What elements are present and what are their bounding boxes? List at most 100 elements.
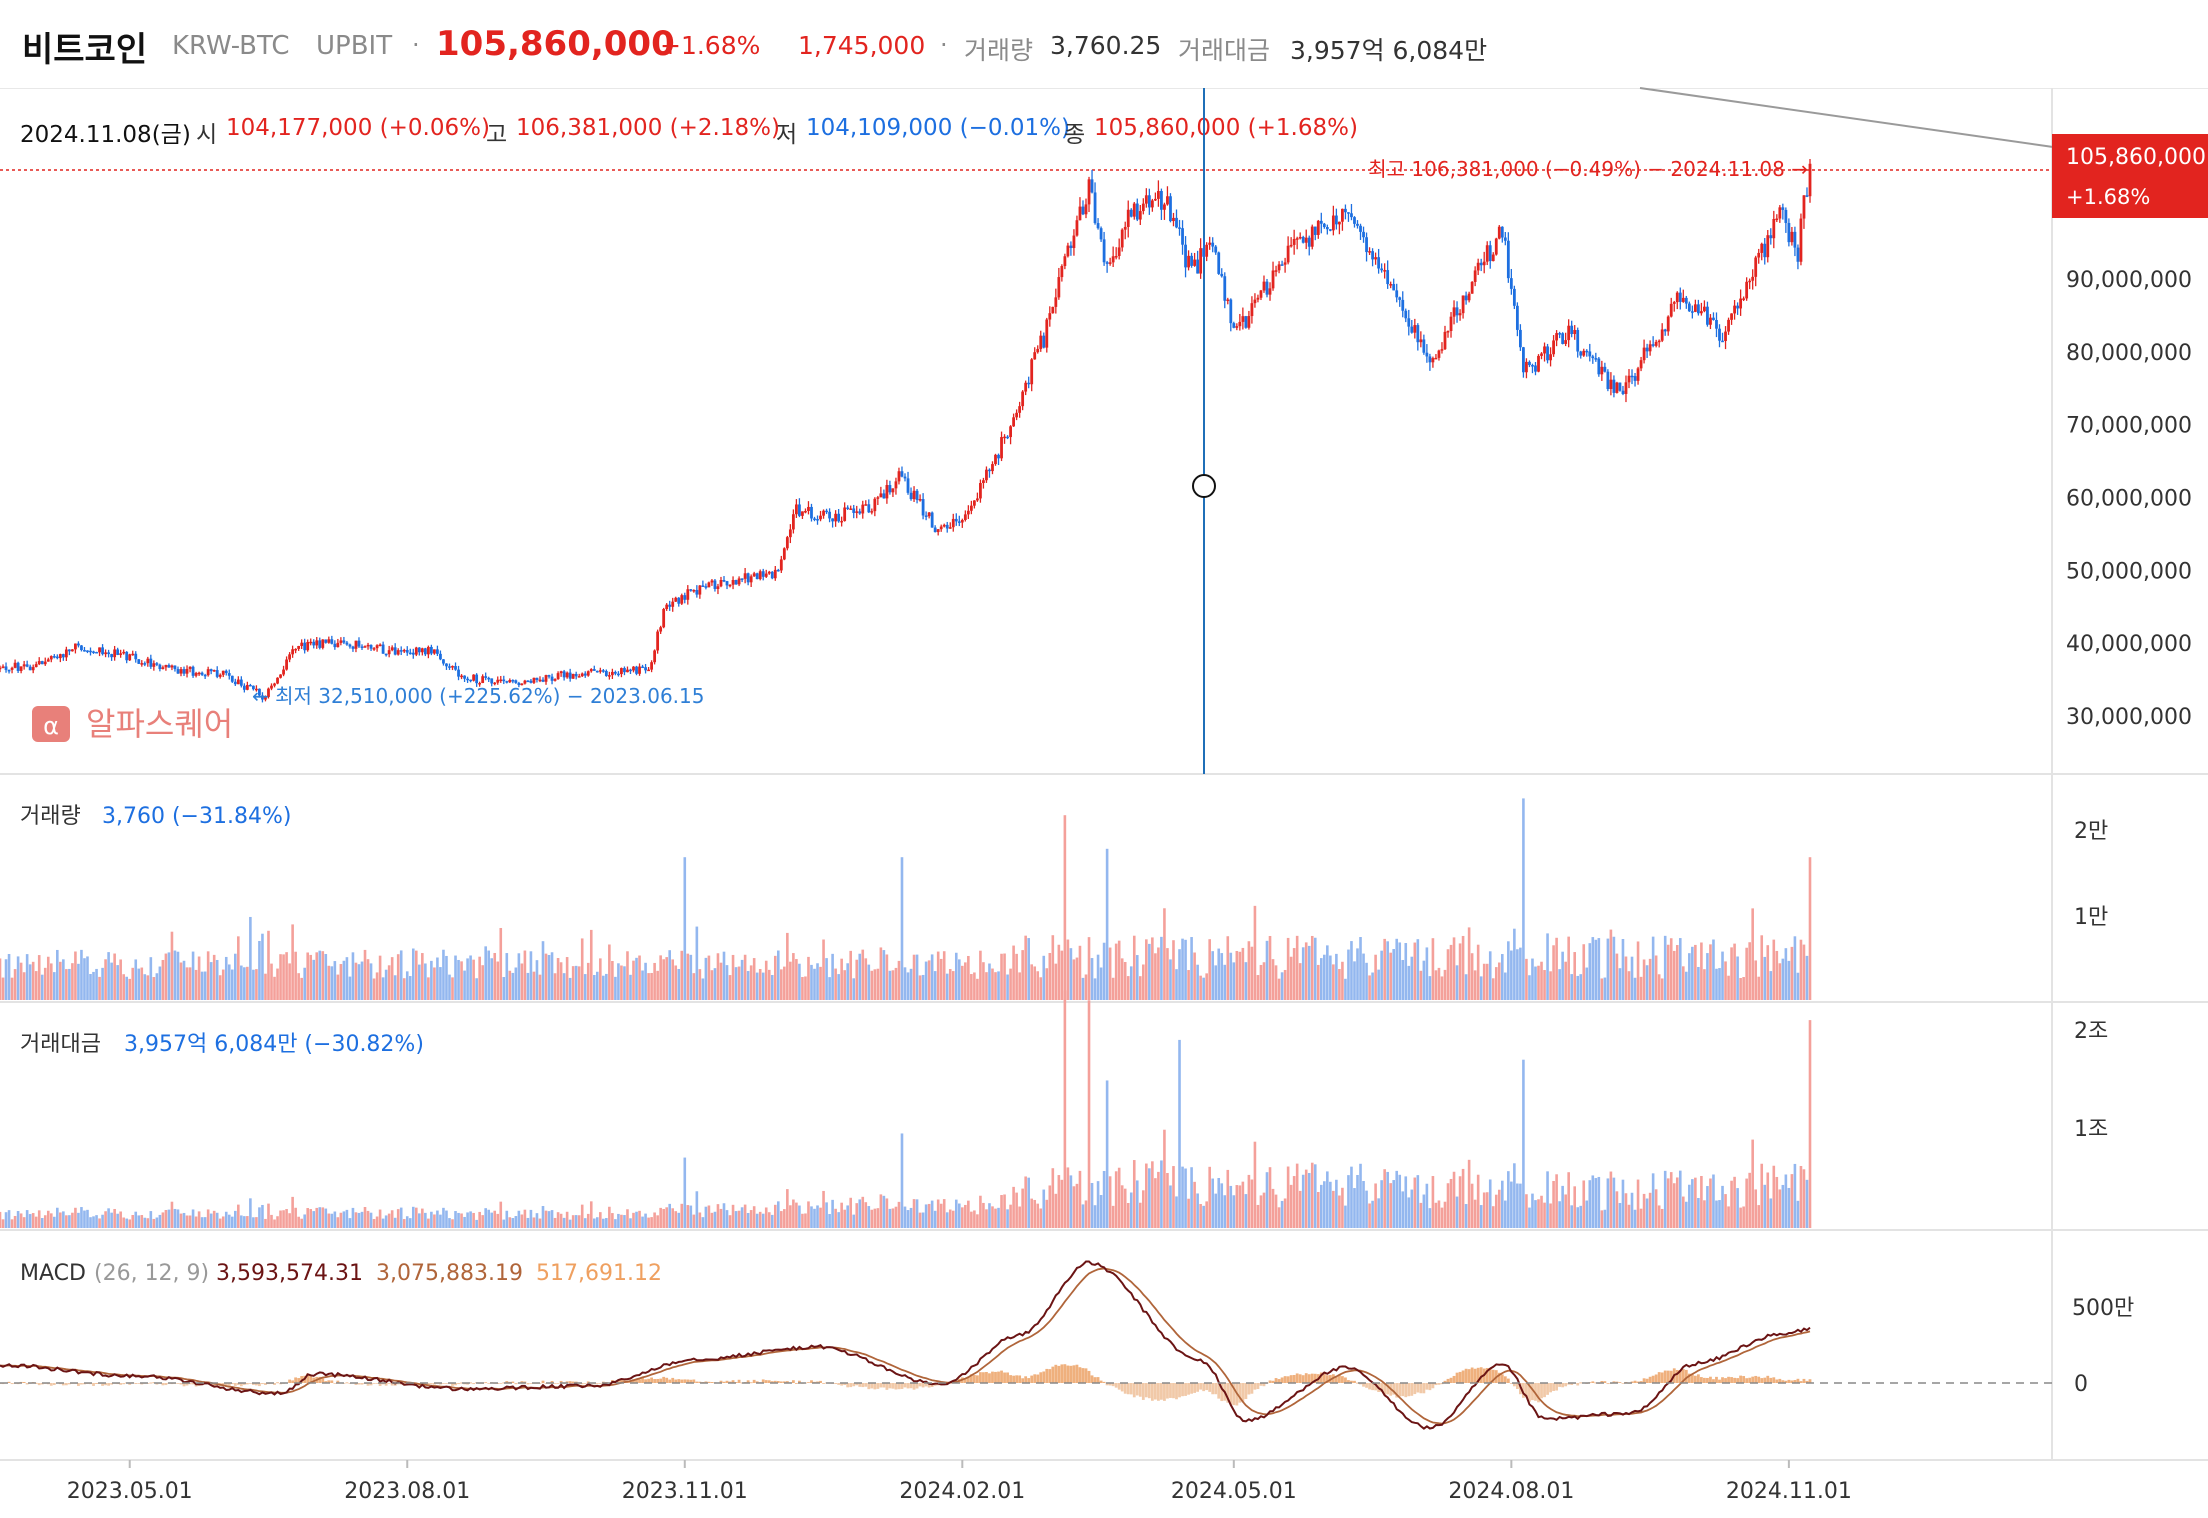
candle-body bbox=[918, 499, 922, 501]
volume-bar bbox=[1419, 970, 1423, 1000]
amount-bar bbox=[252, 1217, 255, 1228]
volume-bar bbox=[529, 951, 533, 1000]
macd-histogram-bar bbox=[541, 1380, 545, 1383]
macd-histogram-bar bbox=[710, 1382, 714, 1383]
amount-bar bbox=[1253, 1141, 1257, 1228]
candle-body bbox=[1334, 215, 1338, 225]
candle-body bbox=[116, 649, 120, 655]
candle-body bbox=[1039, 335, 1043, 349]
volume-bar bbox=[194, 969, 198, 1000]
candle-body bbox=[315, 640, 319, 646]
trend-line[interactable] bbox=[1639, 87, 2061, 149]
amount-bar bbox=[740, 1207, 744, 1228]
candle-body bbox=[1190, 255, 1193, 266]
amount-bar bbox=[173, 1208, 177, 1228]
macd-histogram-bar bbox=[1630, 1381, 1634, 1383]
volume-bar bbox=[270, 963, 273, 1000]
candle-body bbox=[852, 508, 856, 513]
candle-body bbox=[372, 648, 376, 650]
amount-bar bbox=[16, 1211, 20, 1228]
volume-bar bbox=[988, 963, 991, 1000]
amount-bar bbox=[1205, 1201, 1208, 1228]
amount-bar bbox=[1588, 1180, 1592, 1228]
volume-bar bbox=[1597, 938, 1601, 1000]
amount-bar bbox=[1488, 1179, 1492, 1228]
macd-histogram-bar bbox=[969, 1374, 973, 1383]
volume-bar bbox=[933, 971, 937, 1000]
candle-body bbox=[22, 664, 26, 667]
coin-name[interactable]: 비트코인 bbox=[22, 30, 148, 70]
amount-bar bbox=[1057, 1175, 1061, 1228]
candle-body bbox=[433, 649, 436, 654]
volume-bar bbox=[1507, 941, 1510, 1000]
macd-histogram-bar bbox=[306, 1373, 310, 1383]
volume-bar bbox=[1769, 971, 1773, 1000]
amount-bar bbox=[976, 1214, 979, 1228]
candle-body bbox=[879, 493, 883, 498]
volume-bar bbox=[680, 950, 684, 1000]
volume-bar bbox=[1096, 954, 1100, 1000]
macd-histogram-bar bbox=[291, 1380, 295, 1383]
crosshair-handle[interactable] bbox=[1192, 474, 1216, 498]
amount-bar bbox=[200, 1217, 204, 1228]
candle-body bbox=[1135, 203, 1139, 220]
volume-bar bbox=[1120, 958, 1124, 1000]
macd-histogram-bar bbox=[1515, 1383, 1519, 1389]
amount-bar bbox=[674, 1211, 678, 1228]
candle-body bbox=[535, 677, 539, 680]
macd-histogram-bar bbox=[1576, 1383, 1580, 1386]
amount-bar bbox=[1139, 1202, 1142, 1228]
macd-histogram-bar bbox=[1012, 1375, 1015, 1383]
candle-body bbox=[843, 507, 847, 521]
volume-bar bbox=[556, 957, 560, 1000]
volume-bar bbox=[339, 964, 343, 1000]
candle-body bbox=[1111, 256, 1115, 263]
macd-histogram-bar bbox=[1709, 1376, 1712, 1383]
candle-body bbox=[933, 527, 937, 533]
candle-body bbox=[1636, 368, 1640, 381]
candle-body bbox=[1090, 179, 1094, 193]
amount-bar bbox=[1745, 1178, 1748, 1228]
macd-histogram-bar bbox=[1416, 1383, 1420, 1393]
volume-bar bbox=[246, 966, 249, 1000]
candle-body bbox=[656, 631, 660, 651]
candle-body bbox=[855, 511, 859, 513]
macd-histogram-bar bbox=[1214, 1383, 1218, 1395]
volume-bar bbox=[1262, 962, 1266, 1000]
amount-bar bbox=[1497, 1189, 1501, 1228]
candle-body bbox=[1669, 303, 1673, 317]
amount-bar bbox=[867, 1206, 871, 1228]
candle-body bbox=[828, 511, 831, 519]
macd-histogram-bar bbox=[644, 1379, 647, 1383]
amount-bar bbox=[1386, 1171, 1389, 1228]
candle-body bbox=[1515, 305, 1519, 330]
candle-body bbox=[131, 653, 135, 656]
volume-bar bbox=[1253, 905, 1257, 1000]
candle-body bbox=[375, 645, 379, 649]
candle-body bbox=[1437, 350, 1441, 358]
alpha-logo-icon bbox=[32, 706, 70, 742]
change-percent: +1.68% bbox=[660, 31, 761, 60]
macd-histogram-bar bbox=[155, 1383, 159, 1385]
candle-body bbox=[1781, 207, 1785, 210]
macd-histogram-bar bbox=[1135, 1383, 1139, 1396]
amount-bar bbox=[532, 1217, 536, 1228]
volume-bar bbox=[686, 953, 690, 1000]
amount-bar bbox=[372, 1219, 376, 1228]
amount-bar bbox=[267, 1203, 270, 1228]
amount-bar bbox=[559, 1213, 563, 1228]
amount-bar bbox=[19, 1213, 23, 1228]
amount-bar bbox=[1238, 1185, 1242, 1228]
volume-bar bbox=[1018, 972, 1021, 1000]
macd-histogram-bar bbox=[10, 1383, 14, 1385]
macd-histogram-bar bbox=[149, 1382, 153, 1384]
candle-body bbox=[743, 573, 747, 579]
volume-bar bbox=[1790, 946, 1794, 1000]
volume-bar bbox=[879, 947, 883, 1000]
candle-body bbox=[330, 639, 334, 644]
volume-bar bbox=[1573, 952, 1576, 1000]
amount-bar bbox=[1226, 1169, 1230, 1228]
pair-code: KRW-BTC bbox=[172, 31, 290, 61]
amount-bar bbox=[436, 1210, 439, 1228]
